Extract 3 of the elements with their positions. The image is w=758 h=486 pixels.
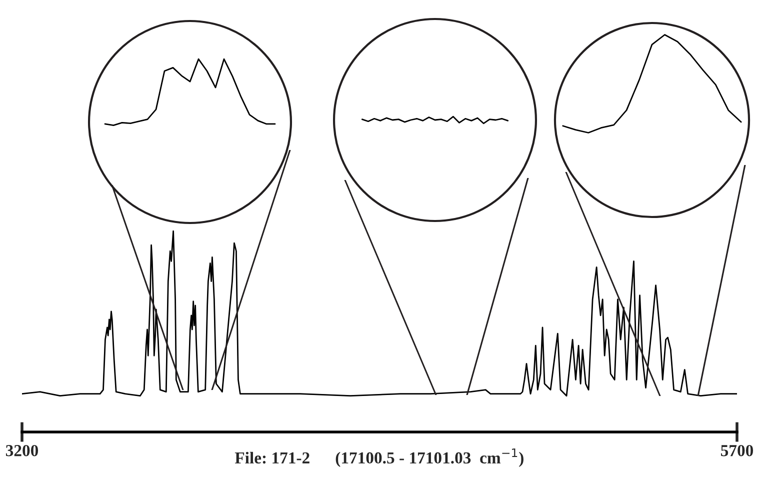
- x-axis-title: File: 171-2 (17100.5 - 17101.03 cm$^{−1}$): [234, 448, 524, 467]
- x-tick-label: 5700: [721, 444, 754, 456]
- x-tick-label: 3200: [6, 444, 38, 456]
